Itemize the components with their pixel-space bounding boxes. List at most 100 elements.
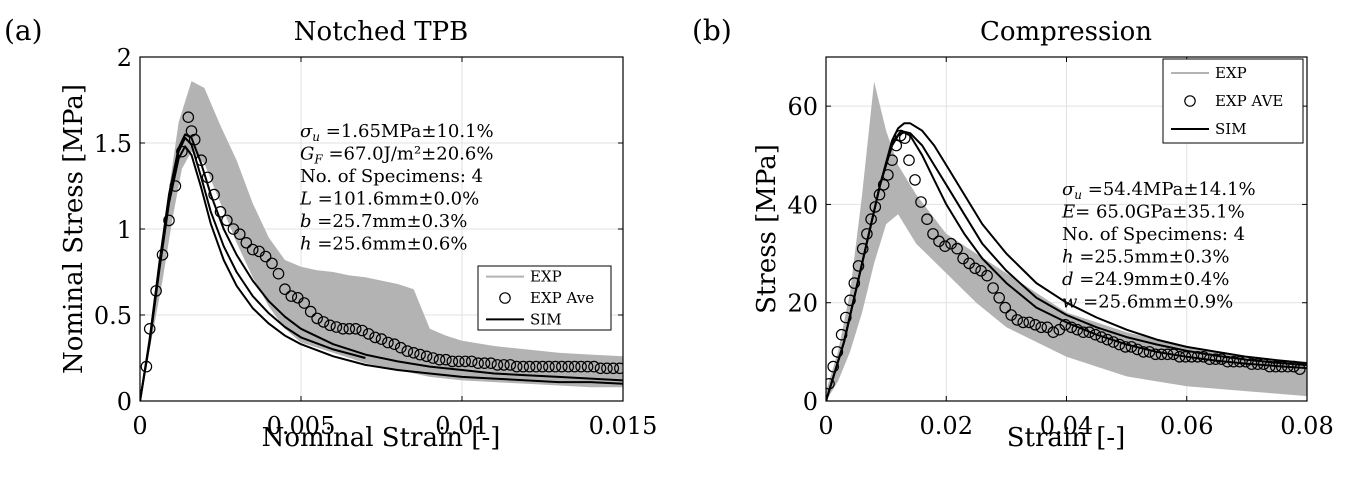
exp-average-point bbox=[266, 257, 278, 270]
exp-average-point bbox=[1233, 355, 1246, 368]
exp-average-point bbox=[1113, 338, 1126, 351]
legend-label: EXP bbox=[530, 268, 562, 286]
exp-average-point bbox=[927, 228, 939, 240]
annotation-text: =25.7mm±0.3% bbox=[312, 211, 468, 232]
exp-average-point bbox=[1035, 321, 1047, 334]
exp-average-point bbox=[543, 360, 555, 373]
annotation-text: =54.4MPa±14.1% bbox=[1082, 179, 1256, 200]
exp-average-point bbox=[601, 362, 613, 375]
exp-average-point bbox=[1185, 350, 1198, 363]
exp-average-point bbox=[1083, 326, 1096, 338]
exp-average-point bbox=[388, 338, 401, 350]
exp-average-point bbox=[890, 139, 903, 152]
exp-average-point bbox=[1065, 321, 1078, 334]
annotation-box-b: σu =54.4MPa±14.1%E= 65.0GPa±35.1%No. of … bbox=[1061, 179, 1256, 313]
exp-average-point bbox=[446, 355, 459, 368]
annotation-symbol: w bbox=[1062, 292, 1078, 313]
annotation-line: No. of Specimens: 4 bbox=[300, 166, 483, 187]
exp-average-point bbox=[1017, 316, 1029, 329]
exp-average-point bbox=[1257, 358, 1270, 370]
exp-average-point bbox=[536, 360, 549, 373]
annotation-subscript: u bbox=[1074, 188, 1082, 202]
sim-line-3 bbox=[140, 145, 623, 401]
exp-average-point bbox=[472, 357, 484, 369]
exp-average-point bbox=[987, 282, 999, 294]
panel-label-b: (b) bbox=[692, 14, 732, 47]
exp-average-point bbox=[195, 154, 207, 166]
exp-average-point bbox=[504, 359, 517, 371]
exp-average-point bbox=[939, 240, 951, 252]
exp-average-series-a bbox=[140, 111, 623, 375]
exp-average-point bbox=[1167, 348, 1180, 361]
legend-label: SIM bbox=[1215, 120, 1247, 138]
exp-average-point bbox=[510, 360, 523, 373]
exp-average-point bbox=[1263, 360, 1276, 373]
exp-average-point bbox=[581, 360, 594, 373]
x-tick-label: 0 bbox=[818, 412, 833, 440]
x-tick-label: 0.04 bbox=[1040, 412, 1093, 440]
exp-average-point bbox=[485, 357, 497, 369]
exp-average-point bbox=[1203, 353, 1216, 365]
exp-average-point bbox=[498, 359, 510, 371]
exp-average-point bbox=[337, 322, 349, 335]
x-axis-label-a: Nominal Strain [-] bbox=[262, 423, 501, 453]
exp-average-point bbox=[1239, 355, 1252, 368]
exp-average-point bbox=[169, 180, 182, 192]
exp-average-point bbox=[478, 357, 491, 369]
annotation-text: =1.65MPa±10.1% bbox=[320, 121, 494, 142]
exp-average-point bbox=[856, 242, 869, 255]
annotation-text: No. of Specimens: 4 bbox=[300, 166, 483, 187]
legend-label: EXP AVE bbox=[1215, 92, 1283, 110]
y-tick-label: 60 bbox=[787, 93, 818, 121]
exp-average-point bbox=[1101, 333, 1114, 346]
exp-average-point bbox=[568, 360, 581, 373]
exp-average-point bbox=[1294, 363, 1306, 375]
exp-average-point bbox=[246, 243, 259, 256]
ticks-a: 0 0.005 0.01 0.015 0 0.5 1 1.5 2 bbox=[94, 44, 658, 440]
annotation-line: w =25.6mm±0.9% bbox=[1062, 292, 1233, 313]
annotation-symbol: E bbox=[1061, 202, 1075, 223]
annotation-line: d =24.9mm±0.4% bbox=[1062, 269, 1229, 290]
annotation-text: No. of Specimens: 4 bbox=[1062, 224, 1245, 245]
exp-average-series-b bbox=[826, 129, 1306, 390]
exp-average-point bbox=[1011, 314, 1023, 326]
exp-average-point bbox=[427, 352, 439, 364]
exp-average-point bbox=[575, 360, 587, 373]
exp-average-point bbox=[877, 179, 890, 191]
exp-average-point bbox=[208, 188, 220, 201]
exp-average-point bbox=[279, 283, 291, 295]
exp-average-point bbox=[1209, 353, 1222, 365]
exp-average-point bbox=[969, 262, 981, 275]
exp-average-point bbox=[440, 353, 452, 366]
exp-average-point bbox=[869, 201, 882, 213]
x-tick-label: 0.08 bbox=[1280, 412, 1333, 440]
legend-a: EXP EXP Ave SIM bbox=[477, 265, 612, 331]
exp-average-point bbox=[1095, 331, 1108, 343]
exp-average-point bbox=[1245, 358, 1258, 370]
exp-average-point bbox=[549, 360, 562, 373]
annotation-symbol: b bbox=[300, 211, 312, 232]
y-tick-label: 1 bbox=[117, 216, 132, 244]
annotation-line: E= 65.0GPa±35.1% bbox=[1061, 202, 1245, 223]
x-tick-label: 0 bbox=[132, 412, 147, 440]
exp-average-point bbox=[1215, 353, 1228, 365]
exp-average-point bbox=[182, 111, 195, 123]
exp-average-point bbox=[898, 132, 911, 144]
exp-average-point bbox=[1029, 318, 1041, 331]
exp-average-point bbox=[324, 319, 336, 332]
exp-average-point bbox=[1071, 323, 1084, 336]
exp-average-point bbox=[1179, 350, 1192, 363]
exp-average-point bbox=[452, 355, 465, 368]
legend-b: EXP EXP AVE SIM bbox=[1162, 58, 1304, 144]
chart-panel-b: (b) Compression 0 0.02 0.04 0.06 0.08 0 20 40 60… bbox=[692, 14, 1334, 453]
legend-label: SIM bbox=[530, 310, 562, 328]
exp-average-point bbox=[356, 324, 368, 337]
exp-average-point bbox=[140, 360, 153, 373]
exp-average-point bbox=[201, 171, 214, 184]
exp-average-point bbox=[1269, 360, 1282, 373]
exp-average-point bbox=[272, 267, 285, 280]
exp-average-point bbox=[382, 336, 394, 349]
exp-average-point bbox=[951, 242, 963, 255]
exp-average-point bbox=[882, 169, 894, 181]
